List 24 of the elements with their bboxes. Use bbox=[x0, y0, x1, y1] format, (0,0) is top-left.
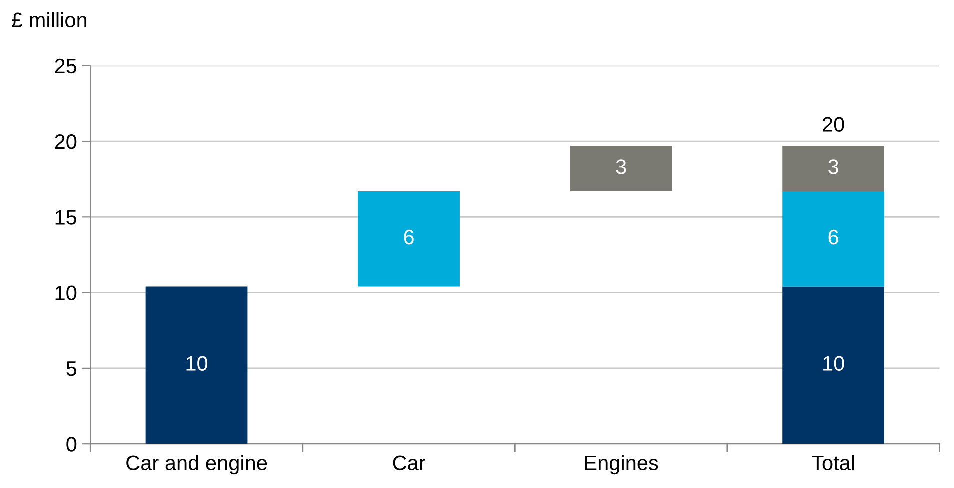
y-tick-label: 20 bbox=[55, 134, 77, 150]
data-label: 6 bbox=[828, 230, 838, 245]
bar bbox=[146, 286, 248, 444]
bar bbox=[570, 146, 672, 192]
y-tick-label: 25 bbox=[55, 58, 77, 74]
y-axis-title: £ million bbox=[12, 12, 87, 28]
y-tick-label: 0 bbox=[66, 437, 77, 452]
x-tick-label: Total bbox=[812, 455, 854, 470]
y-tick-label: 15 bbox=[56, 210, 77, 225]
total-label: 20 bbox=[823, 117, 844, 132]
data-label: 6 bbox=[404, 230, 414, 245]
bar bbox=[782, 286, 884, 444]
y-tick-label: 5 bbox=[66, 362, 77, 376]
bar bbox=[782, 191, 884, 287]
bar bbox=[782, 146, 884, 192]
data-label: 10 bbox=[824, 356, 844, 372]
bar bbox=[358, 191, 460, 287]
y-tick-label: 10 bbox=[56, 286, 77, 301]
x-tick-label: Engines bbox=[585, 455, 658, 475]
x-tick-label: Car and engine bbox=[126, 455, 268, 475]
data-label: 3 bbox=[828, 160, 838, 174]
x-tick-label: Car bbox=[393, 456, 426, 470]
data-label: 10 bbox=[186, 356, 208, 372]
data-label: 3 bbox=[616, 160, 626, 174]
